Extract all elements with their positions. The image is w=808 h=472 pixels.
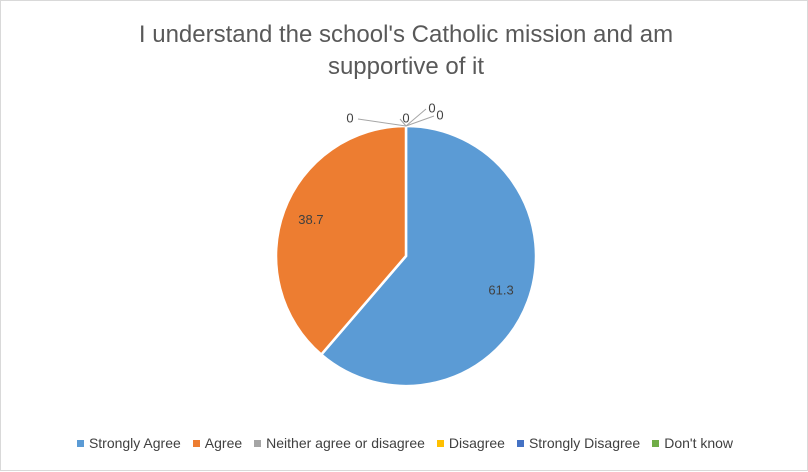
legend-label: Strongly Disagree (528, 435, 641, 451)
legend-swatch (254, 439, 262, 447)
data-label-disagree: 0 (402, 110, 409, 125)
data-label-agree: 38.7 (298, 212, 323, 227)
legend-label: Agree (204, 435, 243, 451)
legend-label: Neither agree or disagree (266, 435, 425, 451)
legend-swatch (76, 439, 84, 447)
data-label-don-t-know: 0 (436, 107, 443, 122)
data-label-neither-agree-or-disagree: 0 (346, 110, 353, 125)
pie-slice-agree (274, 124, 408, 357)
leader-line-strongly-disagree (405, 108, 427, 127)
chart-title: I understand the school's Catholic missi… (138, 21, 674, 80)
legend-item-disagree: Disagree (436, 435, 505, 451)
legend-swatch (192, 439, 200, 447)
leader-line-disagree (399, 118, 407, 127)
pie-slice-strongly-agree (319, 124, 538, 388)
leader-line-neither-agree-or-disagree (357, 118, 407, 127)
legend-item-neither-agree-or-disagree: Neither agree or disagree (254, 435, 425, 451)
chart-legend: Strongly Agree Agree Neither agree or disa… (1, 435, 808, 451)
legend-item-don-t-know: Don't know (652, 435, 733, 451)
legend-label: Disagree (448, 435, 505, 451)
legend-label: Strongly Agree (88, 435, 181, 451)
leader-line-don-t-know (405, 115, 435, 127)
legend-label: Don't know (664, 435, 734, 451)
data-label-strongly-disagree: 0 (428, 100, 435, 115)
data-label-strongly-agree: 61.3 (488, 283, 513, 298)
legend-item-strongly-disagree: Strongly Disagree (516, 435, 641, 451)
legend-swatch (516, 439, 524, 447)
legend-item-agree: Agree (192, 435, 243, 451)
legend-item-strongly-agree: Strongly Agree (76, 435, 181, 451)
legend-swatch (652, 439, 660, 447)
legend-swatch (436, 439, 444, 447)
